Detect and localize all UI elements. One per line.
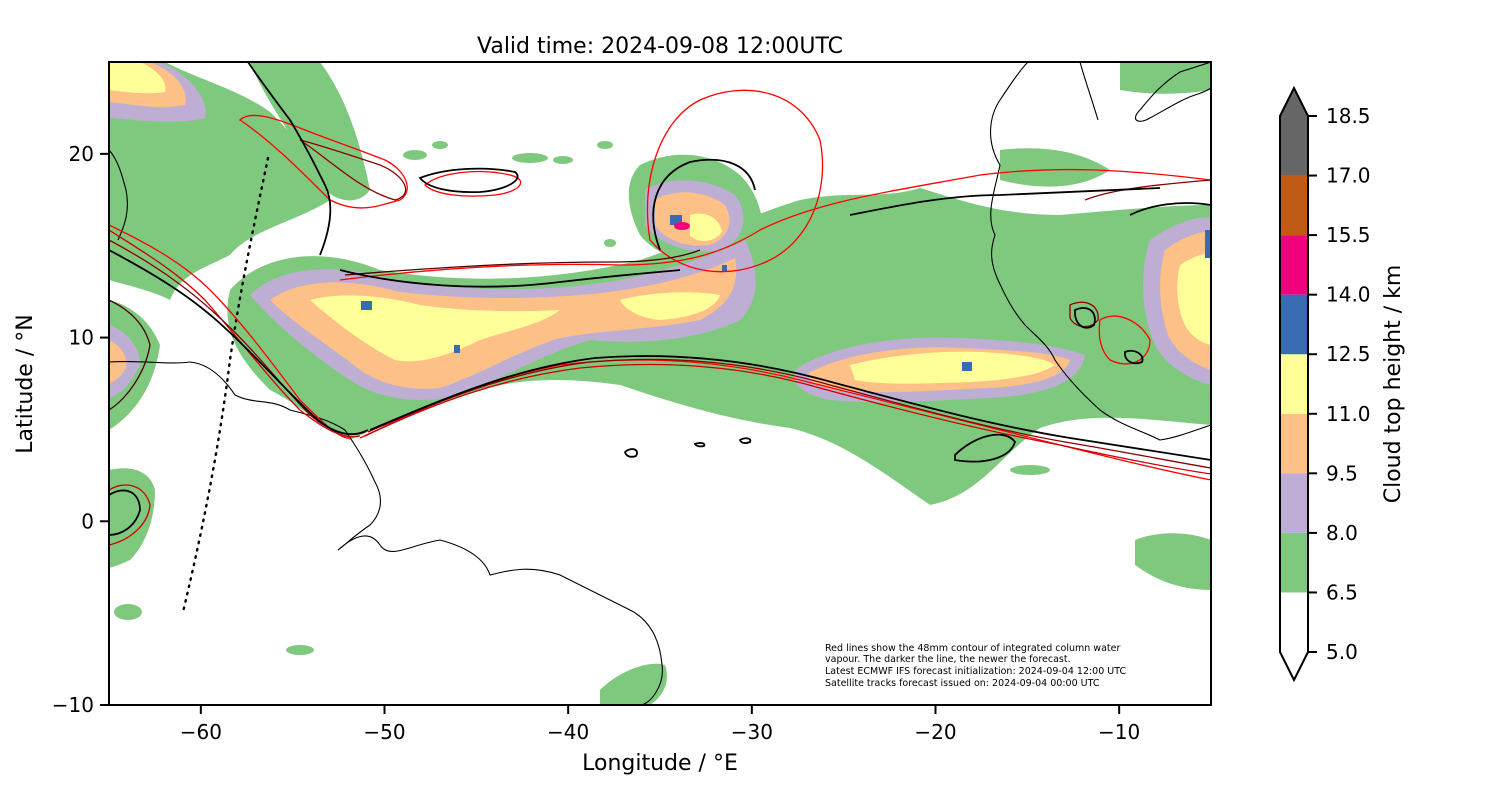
satellite-track xyxy=(181,156,270,614)
colorbar-segment xyxy=(1280,175,1308,236)
x-tick-label: −10 xyxy=(1098,720,1140,744)
colorbar-under-arrow xyxy=(1280,652,1308,680)
colorbar-tick-label: 12.5 xyxy=(1326,342,1371,366)
note-line-3: Latest ECMWF IFS forecast initialization… xyxy=(825,666,1126,677)
colorbar-tick-label: 5.0 xyxy=(1326,640,1358,664)
y-tick-label: 10 xyxy=(69,326,94,350)
colorbar-segment xyxy=(1280,294,1308,355)
plot-frame xyxy=(108,61,1212,706)
colorbar-segment xyxy=(1280,354,1308,414)
colorbar-segment xyxy=(1280,235,1308,295)
colorbar-segment xyxy=(1280,592,1308,652)
colorbar-tick-label: 6.5 xyxy=(1326,580,1358,604)
colorbar-tick-label: 9.5 xyxy=(1326,461,1358,485)
plot-title: Valid time: 2024-09-08 12:00UTC xyxy=(477,34,843,59)
colorbar-over-arrow xyxy=(1280,88,1308,116)
cloud-level-11 xyxy=(109,62,1211,384)
x-tick-label: −30 xyxy=(731,720,773,744)
colorbar: 5.0 6.5 8.0 9.5 11.0 12.5 14.0 15.5 17.0 18.5 xyxy=(1279,85,1371,683)
map-layers: Red lines show the 48mm contour of integ… xyxy=(109,62,1211,705)
x-tick-label: −20 xyxy=(914,720,956,744)
colorbar-tick-label: 18.5 xyxy=(1326,104,1371,128)
x-tick-label: −40 xyxy=(547,720,589,744)
y-tick-label: 20 xyxy=(69,142,94,166)
iwv-contours xyxy=(109,62,1211,546)
y-tick-label: 0 xyxy=(81,509,94,533)
x-axis: −60 −50 −40 −30 −20 −10 xyxy=(180,705,1140,744)
colorbar-title: Cloud top height / km xyxy=(1381,265,1406,504)
annotation-notes: Red lines show the 48mm contour of integ… xyxy=(825,643,1126,689)
colorbar-segment xyxy=(1280,413,1308,474)
note-line-4: Satellite tracks forecast issued on: 202… xyxy=(825,678,1100,689)
note-line-1: Red lines show the 48mm contour of integ… xyxy=(825,643,1120,654)
colorbar-tick-label: 11.0 xyxy=(1326,402,1371,426)
colorbar-tick-label: 15.5 xyxy=(1326,223,1371,247)
colorbar-tick-label: 17.0 xyxy=(1326,164,1371,188)
x-tick-label: −60 xyxy=(180,720,222,744)
x-axis-title: Longitude / °E xyxy=(582,751,738,776)
coastlines xyxy=(109,62,1211,705)
x-tick-label: −50 xyxy=(363,720,405,744)
colorbar-segment xyxy=(1280,473,1308,533)
y-axis: −10 0 10 20 xyxy=(52,142,109,717)
cloud-top-height-field xyxy=(109,62,1211,705)
cloud-level-14 xyxy=(674,222,690,230)
y-tick-label: −10 xyxy=(52,693,94,717)
colorbar-tick-label: 8.0 xyxy=(1326,521,1358,545)
cloud-level-12p5 xyxy=(361,215,1211,371)
y-axis-title: Latitude / °N xyxy=(13,314,38,453)
colorbar-segment xyxy=(1280,532,1308,593)
note-line-2: vapour. The darker the line, the newer t… xyxy=(825,654,1071,665)
colorbar-tick-label: 14.0 xyxy=(1326,283,1371,307)
colorbar-segment xyxy=(1280,116,1308,176)
